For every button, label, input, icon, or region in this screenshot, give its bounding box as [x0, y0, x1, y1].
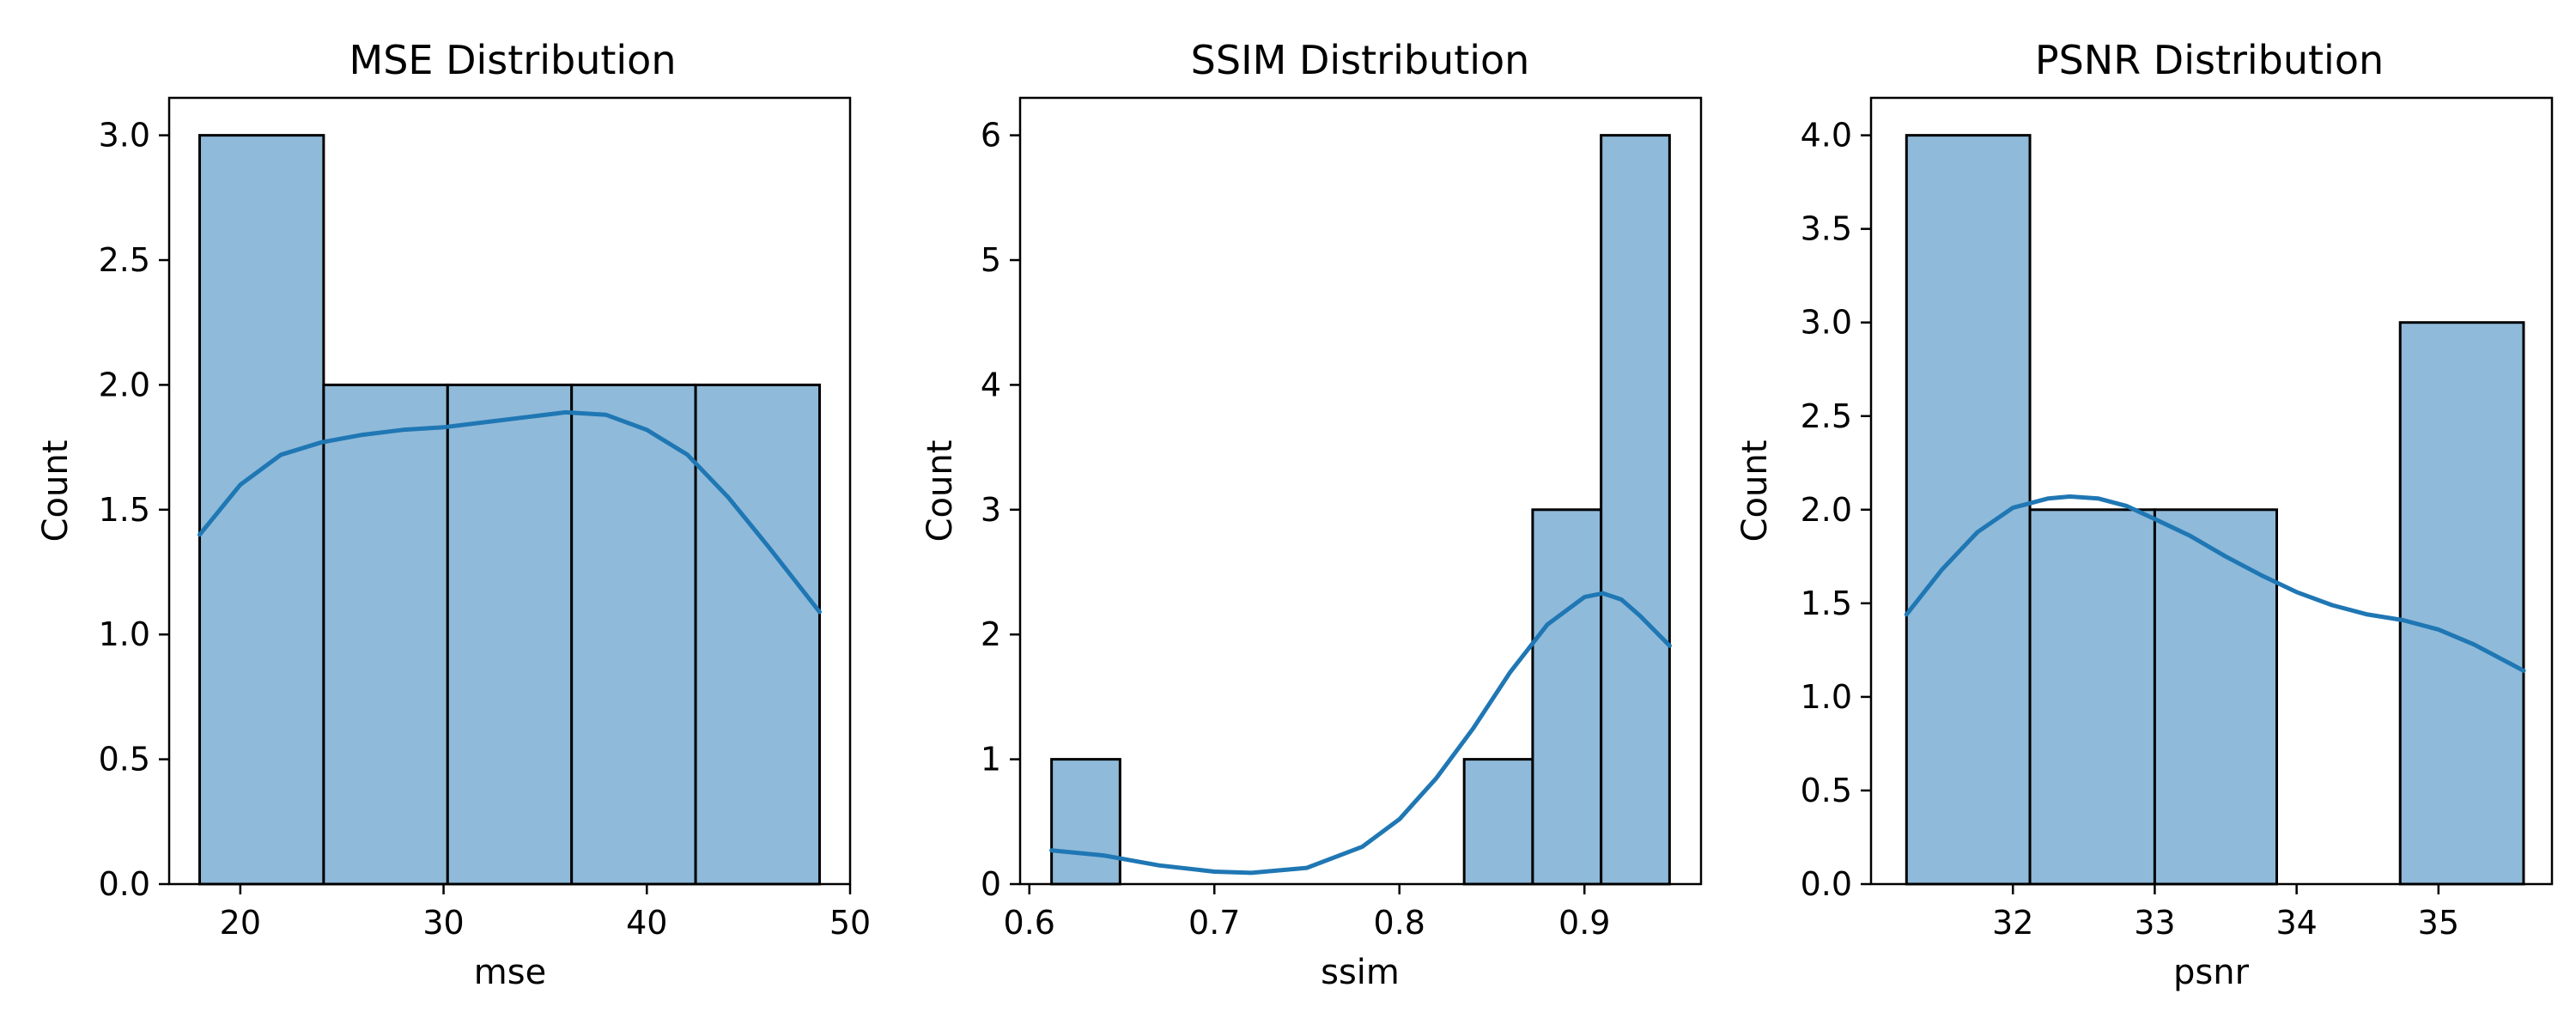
- ssim-x-axis-label: ssim: [1321, 953, 1400, 992]
- mse-y-tick-label: 2.0: [99, 366, 150, 403]
- ssim-histogram-bar: [1600, 134, 1671, 886]
- ssim-x-tick-label: 0.6: [1004, 904, 1055, 942]
- psnr-kde-line: [1904, 494, 2526, 673]
- psnr-axes-frame: [1869, 96, 2554, 886]
- mse-x-tick-label: 30: [422, 904, 464, 942]
- ssim-y-axis-label: Count: [920, 440, 960, 542]
- psnr-y-tick-label: 1.5: [1801, 585, 1852, 622]
- psnr-y-axis-label: Count: [1735, 440, 1775, 542]
- ssim-histogram-panel: SSIM Distribution 0.6 0.7 0.8 0.9 0 1 2 3 4 5 6 s…: [920, 37, 1703, 992]
- ssim-chart-title: SSIM Distribution: [1191, 37, 1530, 83]
- psnr-y-tick-label: 1.0: [1801, 678, 1852, 716]
- mse-histogram-bar: [322, 383, 449, 886]
- psnr-y-tick-label: 3.5: [1801, 210, 1852, 248]
- ssim-histogram-bar: [1531, 508, 1603, 886]
- psnr-histogram-bar: [2153, 508, 2278, 886]
- mse-y-tick-label: 1.0: [99, 615, 150, 653]
- mse-histogram-bar: [570, 383, 697, 886]
- psnr-histogram-bar: [2028, 508, 2156, 886]
- mse-x-axis-label: mse: [474, 953, 546, 992]
- ssim-y-tick-label: 1: [981, 741, 1001, 779]
- psnr-y-tick-label: 2.5: [1801, 397, 1852, 435]
- ssim-axes-frame: [1018, 96, 1703, 886]
- ssim-y-tick-label: 5: [981, 241, 1001, 279]
- ssim-y-tick-label: 2: [981, 615, 1001, 653]
- mse-histogram-bar: [446, 383, 574, 886]
- ssim-x-tick-label: 0.9: [1558, 904, 1610, 942]
- ssim-x-tick-label: 0.7: [1188, 904, 1240, 942]
- mse-x-tick-label: 20: [220, 904, 261, 942]
- mse-y-axis-label: Count: [36, 440, 76, 542]
- ssim-y-tick-label: 4: [981, 366, 1001, 403]
- mse-axes-frame: [167, 96, 852, 886]
- mse-y-tick-label: 0.5: [99, 741, 150, 779]
- mse-y-tick-label: 0.0: [99, 865, 150, 903]
- psnr-x-tick-label: 34: [2275, 904, 2317, 942]
- mse-histogram-bar: [694, 383, 821, 886]
- psnr-chart-title: PSNR Distribution: [2035, 37, 2384, 83]
- psnr-y-tick-label: 3.0: [1801, 304, 1852, 342]
- ssim-y-tick-label: 3: [981, 491, 1001, 529]
- mse-chart-title: MSE Distribution: [349, 37, 677, 83]
- psnr-y-tick-label: 2.0: [1801, 491, 1852, 529]
- psnr-y-tick-label: 4.0: [1801, 117, 1852, 154]
- psnr-histogram-panel: PSNR Distribution 32 33 34 35 0.0 0.5 1.0 1.5 2…: [1735, 37, 2554, 992]
- mse-kde-line: [197, 409, 822, 615]
- mse-x-tick-label: 50: [829, 904, 871, 942]
- psnr-x-tick-label: 33: [2134, 904, 2175, 942]
- mse-y-tick-label: 1.5: [99, 491, 150, 529]
- ssim-histogram-bar: [1462, 758, 1534, 886]
- psnr-y-tick-label: 0.5: [1801, 772, 1852, 809]
- mse-y-tick-label: 2.5: [99, 241, 150, 279]
- psnr-x-tick-label: 32: [1992, 904, 2033, 942]
- psnr-x-tick-label: 35: [2418, 904, 2459, 942]
- psnr-y-tick-label: 0.0: [1801, 865, 1852, 903]
- ssim-y-tick-label: 0: [981, 865, 1001, 903]
- mse-x-tick-label: 40: [626, 904, 667, 942]
- ssim-y-tick-label: 6: [981, 117, 1001, 154]
- mse-y-tick-label: 3.0: [99, 117, 150, 154]
- ssim-x-tick-label: 0.8: [1374, 904, 1425, 942]
- psnr-x-axis-label: psnr: [2173, 953, 2250, 992]
- ssim-histogram-bar: [1050, 758, 1121, 886]
- psnr-histogram-bar: [2398, 321, 2525, 886]
- mse-histogram-panel: MSE Distribution 20 30 40 50 0.0 0.5 1.0 1.5 2.…: [36, 37, 871, 992]
- ssim-kde-line: [1049, 591, 1672, 876]
